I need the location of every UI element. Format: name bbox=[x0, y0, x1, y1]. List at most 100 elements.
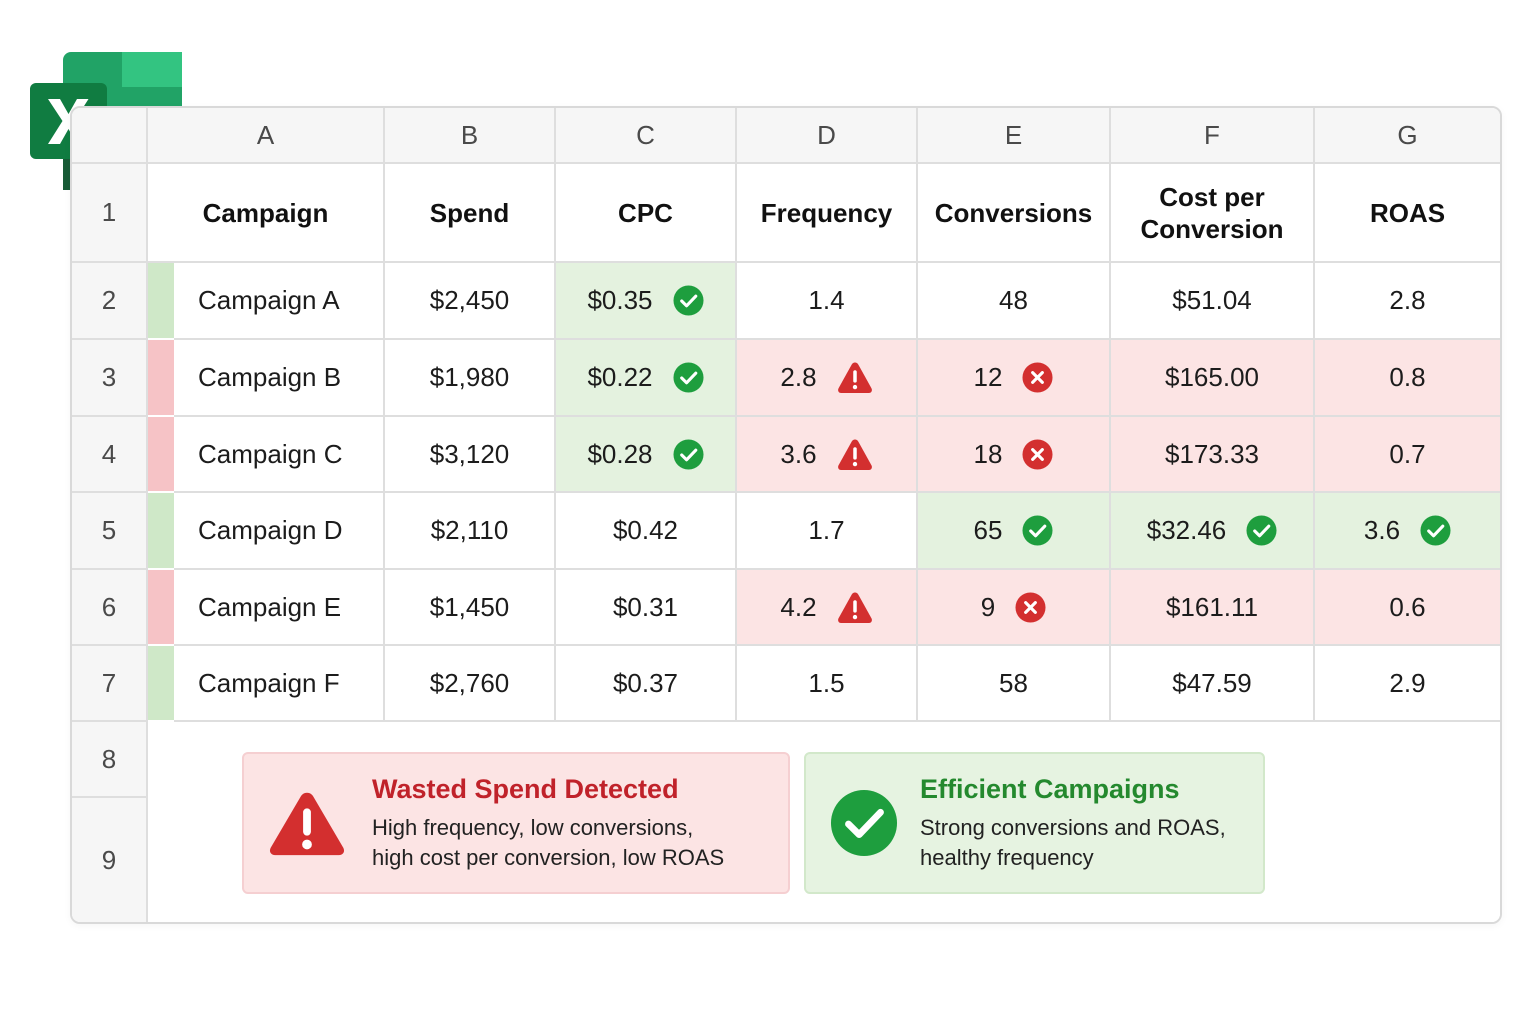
cell-value: 3.6 bbox=[780, 438, 817, 469]
cell-campaign[interactable]: Campaign E bbox=[174, 570, 385, 646]
cell-cost-per-conversion[interactable]: $51.04 bbox=[1111, 263, 1315, 340]
cell-cpc[interactable]: $0.31 bbox=[556, 570, 737, 646]
column-header-d[interactable]: D bbox=[737, 108, 918, 164]
cell-value: $1,450 bbox=[429, 591, 510, 622]
cell-cpc[interactable]: $0.35 bbox=[556, 263, 737, 340]
cell-frequency[interactable]: 2.8 bbox=[737, 340, 918, 417]
header-conversions[interactable]: Conversions bbox=[918, 164, 1111, 263]
check-circle-icon bbox=[673, 362, 704, 393]
row-header-8[interactable]: 8 bbox=[72, 722, 148, 798]
cell-roas[interactable]: 0.6 bbox=[1315, 570, 1500, 646]
cell-value: $0.42 bbox=[612, 515, 679, 545]
cell-cpc[interactable]: $0.42 bbox=[556, 493, 737, 570]
cell-cpc[interactable]: $0.28 bbox=[556, 417, 737, 493]
column-header-f[interactable]: F bbox=[1111, 108, 1315, 164]
column-header-e[interactable]: E bbox=[918, 108, 1111, 164]
header-frequency[interactable]: Frequency bbox=[737, 164, 918, 263]
cell-value: Campaign B bbox=[198, 362, 342, 392]
cell-conversions[interactable]: 65 bbox=[918, 493, 1111, 570]
cell-spend[interactable]: $2,450 bbox=[385, 263, 556, 340]
cell-campaign[interactable]: Campaign F bbox=[174, 646, 385, 722]
cell-value: Campaign D bbox=[198, 515, 343, 545]
cell-value: 65 bbox=[973, 515, 1003, 545]
row-header-5[interactable]: 5 bbox=[72, 493, 148, 570]
row-header-3[interactable]: 3 bbox=[72, 340, 148, 417]
error-circle-icon bbox=[1022, 362, 1053, 393]
row-header-1[interactable]: 1 bbox=[72, 164, 148, 263]
cell-value: 1.5 bbox=[808, 667, 845, 698]
header-cost-per-conversion[interactable]: Cost per Conversion bbox=[1111, 164, 1315, 263]
row-header-4[interactable]: 4 bbox=[72, 417, 148, 493]
check-circle-icon bbox=[830, 789, 898, 857]
efficient-campaigns-card: Efficient Campaigns Strong conversions a… bbox=[804, 752, 1265, 894]
cell-campaign[interactable]: Campaign D bbox=[174, 493, 385, 570]
corner-cell[interactable] bbox=[72, 108, 148, 164]
cell-frequency[interactable]: 1.4 bbox=[737, 263, 918, 340]
cell-conversions[interactable]: 9 bbox=[918, 570, 1111, 646]
cell-spend[interactable]: $2,760 bbox=[385, 646, 556, 722]
check-circle-icon bbox=[673, 285, 704, 316]
header-campaign[interactable]: Campaign bbox=[148, 164, 385, 263]
cell-campaign[interactable]: Campaign B bbox=[174, 340, 385, 417]
cell-cpc[interactable]: $0.37 bbox=[556, 646, 737, 722]
cell-spend[interactable]: $1,980 bbox=[385, 340, 556, 417]
cell-cost-per-conversion[interactable]: $165.00 bbox=[1111, 340, 1315, 417]
row-header-2[interactable]: 2 bbox=[72, 263, 148, 340]
cell-cost-per-conversion[interactable]: $173.33 bbox=[1111, 417, 1315, 493]
check-circle-icon bbox=[1022, 515, 1053, 546]
cell-frequency[interactable]: 1.5 bbox=[737, 646, 918, 722]
column-header-a[interactable]: A bbox=[148, 108, 385, 164]
cell-spend[interactable]: $2,110 bbox=[385, 493, 556, 570]
cell-value: $1,980 bbox=[429, 362, 510, 392]
column-header-g[interactable]: G bbox=[1315, 108, 1500, 164]
cell-value: $165.00 bbox=[1165, 362, 1259, 392]
cell-conversions[interactable]: 58 bbox=[918, 646, 1111, 722]
cell-campaign[interactable]: Campaign A bbox=[174, 263, 385, 340]
row-status-stripe bbox=[148, 263, 174, 338]
error-circle-icon bbox=[1022, 438, 1053, 470]
row-status-stripe bbox=[148, 570, 174, 644]
cell-cost-per-conversion[interactable]: $47.59 bbox=[1111, 646, 1315, 722]
cell-roas[interactable]: 0.8 bbox=[1315, 340, 1500, 417]
cell-roas[interactable]: 2.9 bbox=[1315, 646, 1500, 722]
header-cpc[interactable]: CPC bbox=[556, 164, 737, 263]
cell-frequency[interactable]: 1.7 bbox=[737, 493, 918, 570]
cell-conversions[interactable]: 18 bbox=[918, 417, 1111, 493]
header-cost-per-conversion-line1: Cost per bbox=[1159, 181, 1265, 212]
cell-value: $51.04 bbox=[1172, 285, 1252, 315]
cell-conversions[interactable]: 48 bbox=[918, 263, 1111, 340]
cell-cost-per-conversion[interactable]: $32.46 bbox=[1111, 493, 1315, 570]
column-header-b[interactable]: B bbox=[385, 108, 556, 164]
row-header-7[interactable]: 7 bbox=[72, 646, 148, 722]
cell-roas[interactable]: 0.7 bbox=[1315, 417, 1500, 493]
row-header-9[interactable]: 9 bbox=[72, 798, 148, 922]
warning-triangle-icon bbox=[837, 439, 872, 470]
cell-cost-per-conversion[interactable]: $161.11 bbox=[1111, 570, 1315, 646]
cell-value: 1.7 bbox=[808, 515, 845, 545]
cell-value: 12 bbox=[973, 362, 1003, 392]
header-spend[interactable]: Spend bbox=[385, 164, 556, 263]
cell-spend[interactable]: $3,120 bbox=[385, 417, 556, 493]
column-header-c[interactable]: C bbox=[556, 108, 737, 164]
cell-value: $0.28 bbox=[587, 438, 653, 469]
cell-roas[interactable]: 3.6 bbox=[1315, 493, 1500, 570]
cell-value: Campaign F bbox=[198, 667, 340, 698]
cell-campaign[interactable]: Campaign C bbox=[174, 417, 385, 493]
check-circle-icon bbox=[1420, 515, 1451, 546]
cell-spend[interactable]: $1,450 bbox=[385, 570, 556, 646]
spreadsheet-grid[interactable]: A B C D E F G 1 2 3 4 5 6 7 8 9 Campaign… bbox=[70, 106, 1502, 924]
header-roas[interactable]: ROAS bbox=[1315, 164, 1500, 263]
cell-value: 1.4 bbox=[808, 285, 845, 315]
wasted-spend-card: Wasted Spend Detected High frequency, lo… bbox=[242, 752, 790, 894]
cell-value: $0.31 bbox=[612, 591, 679, 622]
cell-frequency[interactable]: 3.6 bbox=[737, 417, 918, 493]
check-circle-icon bbox=[673, 438, 704, 470]
row-header-6[interactable]: 6 bbox=[72, 570, 148, 646]
cell-conversions[interactable]: 12 bbox=[918, 340, 1111, 417]
cell-roas[interactable]: 2.8 bbox=[1315, 263, 1500, 340]
cell-value: $173.33 bbox=[1165, 438, 1259, 469]
cell-cpc[interactable]: $0.22 bbox=[556, 340, 737, 417]
cell-frequency[interactable]: 4.2 bbox=[737, 570, 918, 646]
cell-value: 2.8 bbox=[1389, 285, 1426, 315]
cell-value: $2,450 bbox=[429, 285, 510, 315]
